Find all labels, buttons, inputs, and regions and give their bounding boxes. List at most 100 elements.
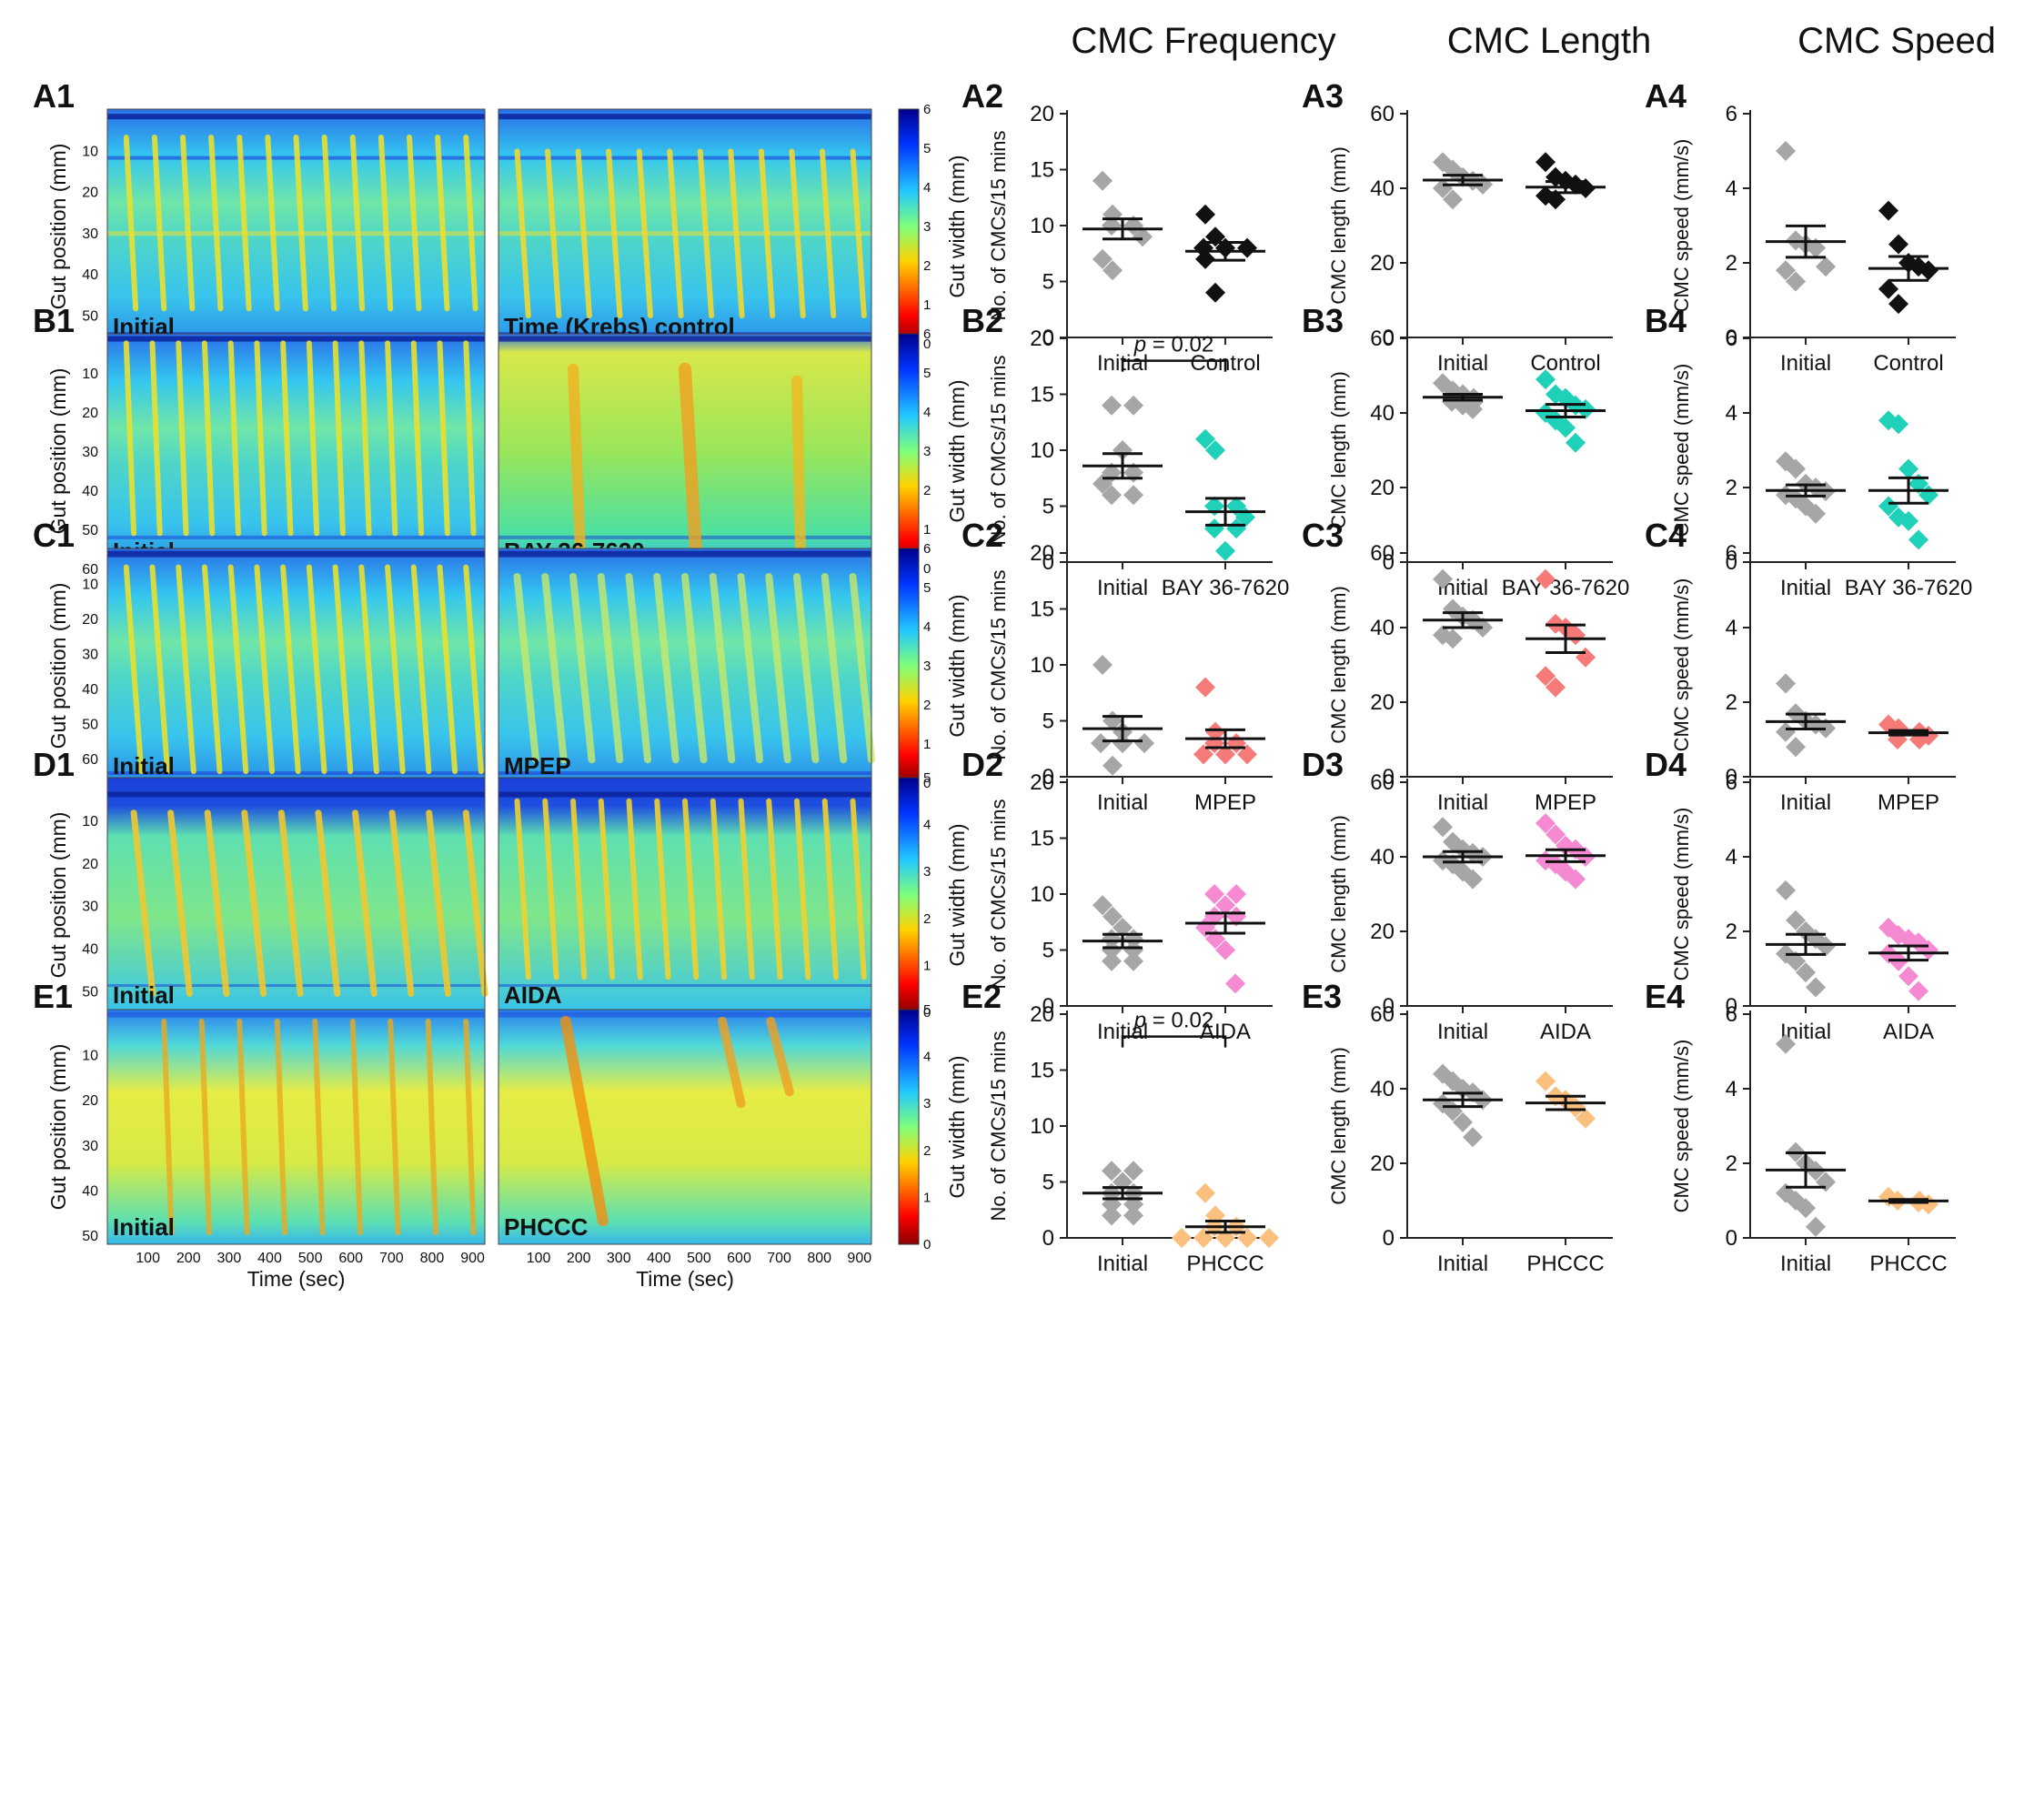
p-value: = 0.02 [1146,1009,1213,1033]
data-point [1092,655,1113,675]
category-label: Initial [1780,790,1831,815]
y-tick-label: 2 [1726,1151,1737,1176]
contraction-trace [819,148,837,319]
colorbar-tick-label: 4 [923,180,931,196]
y-tick-label: 20 [1370,1151,1395,1176]
map-stripe [498,791,871,798]
y-tick-label: 0 [1042,550,1054,575]
category-label: BAY 36-7620 [1502,576,1630,600]
contraction-trace [237,1018,250,1236]
scatter-plot-A3: A3 0 20 40 60 CMC length (mm) Initial Control [1302,77,1613,376]
colorbar-label: Gut width (mm) [945,1055,969,1198]
data-point [1092,170,1113,191]
colorbar-tick-label: 2 [923,258,931,274]
colorbar-tick-label: 5 [923,580,931,596]
category-label: Initial [1437,351,1488,376]
y-tick-label: 40 [1370,176,1395,201]
y-tick-label: 6 [1726,770,1737,795]
data-point [1888,294,1909,315]
map-stripe [498,535,871,539]
colorbar-tick-label: 2 [923,1143,931,1159]
scatter-plot-D4: D4 0 2 4 6 CMC speed (mm/s) Initial AIDA [1645,746,1956,1044]
data-point [1536,369,1556,390]
category-label: PHCCC [1869,1252,1947,1276]
contraction-trace [237,134,252,312]
data-point [1195,428,1216,449]
contraction-trace [514,798,531,980]
data-point [1776,141,1797,161]
data-point [1576,1108,1596,1129]
panel-label: D4 [1645,746,1687,783]
category-label: BAY 36-7620 [1162,576,1290,600]
colorbar-tick-label: 2 [923,483,931,498]
data-point [1123,485,1144,506]
contraction-trace [123,564,145,775]
category-label: Initial [1097,576,1148,600]
contraction-trace [407,134,422,312]
scatter-plot-A4: A4 0 2 4 6 CMC speed (mm/s) Initial Control [1645,77,1956,376]
contraction-trace [542,798,559,980]
colorbar-label: Gut width (mm) [945,823,969,966]
contraction-trace [349,1018,364,1236]
data-point [1566,432,1586,453]
y-tick-label: 0 [1042,765,1054,789]
category-label: PHCCC [1186,1252,1264,1276]
time-tick-label: 400 [647,1251,671,1266]
y-tick-label: 40 [1370,401,1395,426]
data-point [1786,910,1807,930]
colorbar-tick-label: 0 [923,776,931,791]
contraction-trace [850,148,867,319]
colorbar [898,108,920,345]
column-header: CMC Speed [1797,21,1996,61]
panel-label: E1 [33,978,73,1015]
data-point [1226,518,1247,539]
data-point [1091,733,1112,754]
time-tick-label: 300 [217,1251,242,1266]
y-tick-label: 0 [1726,994,1737,1019]
contraction-trace [315,809,341,997]
map-x-axis-label: Time (sec) [636,1267,734,1291]
data-point [1433,568,1454,589]
heatmap-treatment [498,777,872,1013]
panel-label: E2 [962,978,1002,1015]
data-point [1215,744,1236,765]
contraction-trace [765,572,791,764]
map-stripe [107,791,485,798]
data-point [1102,950,1123,971]
time-tick-label: 800 [807,1251,831,1266]
position-tick-label: 60 [82,752,98,768]
category-label: Control [1530,351,1600,376]
panel-label: C4 [1645,517,1687,554]
category-label: MPEP [1878,790,1939,815]
y-tick-label: 10 [1030,653,1054,678]
category-label: Initial [1780,1252,1831,1276]
contraction-trace [352,809,378,997]
category-label: Initial [1097,1252,1148,1276]
contraction-trace [849,572,875,764]
plot-y-axis-label: CMC speed (mm/s) [1670,139,1693,313]
data-point [1898,458,1919,479]
y-tick-label: 20 [1030,1002,1054,1027]
category-label: AIDA [1883,1020,1934,1044]
y-tick-label: 20 [1370,476,1395,500]
contraction-trace [254,564,276,775]
panel-label: A1 [33,77,75,115]
contraction-trace [850,798,867,980]
y-tick-label: 2 [1726,251,1737,276]
contraction-trace [176,564,196,775]
plot-y-axis-label: CMC length (mm) [1327,371,1350,529]
colorbar-tick-label: 2 [923,698,931,713]
data-point [1556,417,1576,438]
significance-bracket [1121,359,1227,372]
y-tick-label: 5 [1042,495,1054,519]
data-point [1776,1033,1797,1054]
data-point [1786,271,1807,292]
colorbar-tick-label: 0 [923,561,931,577]
scatter-plot-B4: B4 0 2 4 6 CMC speed (mm/s) Initial BAY 36-7620 [1645,302,1972,600]
data-point [1215,895,1236,916]
panel-label: B4 [1645,302,1687,339]
map-stripe [498,550,871,558]
map-stripe [498,1011,871,1018]
data-point [1918,260,1939,281]
scatter-plot-C3: C3 0 20 40 60 CMC length (mm) Initial MPEP [1302,517,1613,815]
